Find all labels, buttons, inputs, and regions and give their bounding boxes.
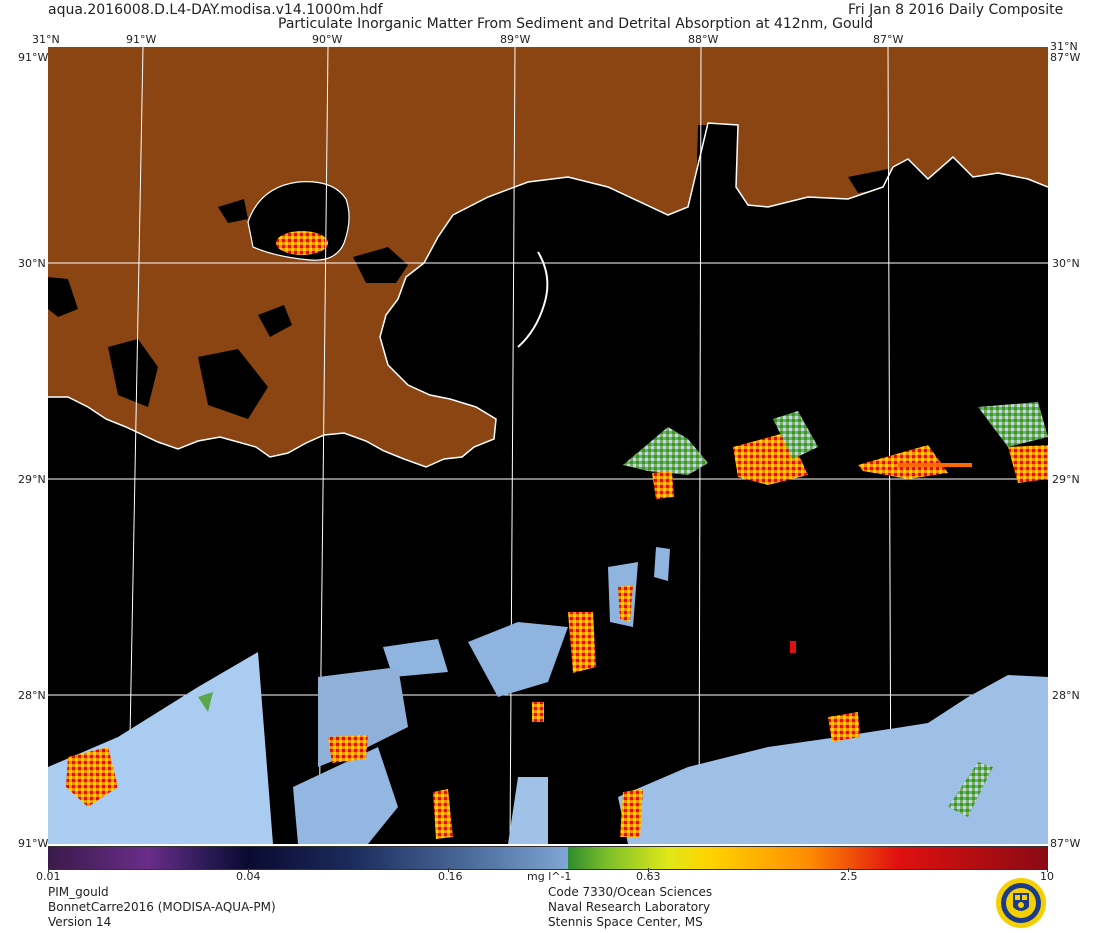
colorbar (48, 846, 1048, 870)
lon-label-87w: 87°W (873, 33, 904, 46)
lat-label-30n-left: 30°N (18, 257, 46, 270)
nrl-seal-logo (995, 877, 1047, 929)
colorbar-tick-3: 0.63 (636, 870, 661, 883)
dataset-name: BonnetCarre2016 (MODISA-AQUA-PM) (48, 900, 276, 914)
lat-label-30n-right: 30°N (1052, 257, 1080, 270)
colorbar-tick-2: 0.16 (438, 870, 463, 883)
terrebonne-bay (198, 349, 268, 419)
lon-label-90w: 90°W (312, 33, 343, 46)
lon-label-89w: 89°W (500, 33, 531, 46)
land-mass (48, 47, 1048, 467)
org-location: Stennis Space Center, MS (548, 915, 703, 929)
corner-label-nw: 91°W (18, 51, 49, 64)
graticule (48, 46, 1048, 845)
lake-maurepas (218, 199, 248, 223)
plume-patches-mid (383, 547, 796, 722)
org-name: Naval Research Laboratory (548, 900, 711, 914)
lat-label-29n-right: 29°N (1052, 473, 1080, 486)
top-left-corner-label: 31°N (32, 33, 60, 46)
lat-label-28n-left: 28°N (18, 689, 46, 702)
version-label: Version 14 (48, 915, 112, 929)
lake-borgne (353, 247, 408, 283)
mobile-bay (696, 125, 736, 211)
map-canvas (48, 46, 1049, 845)
composite-date: Fri Jan 8 2016 Daily Composite (848, 2, 1064, 18)
barataria-bay (108, 339, 158, 407)
lat-label-28n-right: 28°N (1052, 689, 1080, 702)
small-lake-2 (48, 277, 78, 317)
southern-swaths (48, 652, 1048, 844)
org-code: Code 7330/Ocean Sciences (548, 885, 713, 899)
map-panel (48, 46, 1049, 845)
lat-label-29n-left: 29°N (18, 473, 46, 486)
colorbar-tick-0: 0.01 (36, 870, 61, 883)
product-name: PIM_gould (48, 885, 109, 899)
coastline (48, 122, 1049, 468)
corner-label-se: 87°W (1050, 837, 1081, 850)
lon-label-91w: 91°W (126, 33, 157, 46)
lon-label-88w: 88°W (688, 33, 719, 46)
corner-label-sw: 91°W (18, 837, 49, 850)
map-title: Particulate Inorganic Matter From Sedime… (278, 16, 874, 32)
chandeleur-islands (517, 251, 549, 348)
colorbar-tick-4: 2.5 (840, 870, 858, 883)
colorbar-tick-5: 10 (1040, 870, 1054, 883)
lake-sediment-patch (276, 231, 328, 255)
corner-label-ne: 87°W (1050, 51, 1081, 64)
file-name: aqua.2016008.D.L4-DAY.modisa.v14.1000m.h… (48, 2, 383, 18)
plume-patches-north (623, 402, 1048, 499)
colorbar-units: mg l^-1 (527, 870, 572, 883)
small-lake-1 (258, 305, 292, 337)
top-right-corner-label: 31°N (1050, 40, 1078, 53)
lake-pontchartrain-shore (247, 181, 350, 261)
colorbar-tick-1: 0.04 (236, 870, 261, 883)
